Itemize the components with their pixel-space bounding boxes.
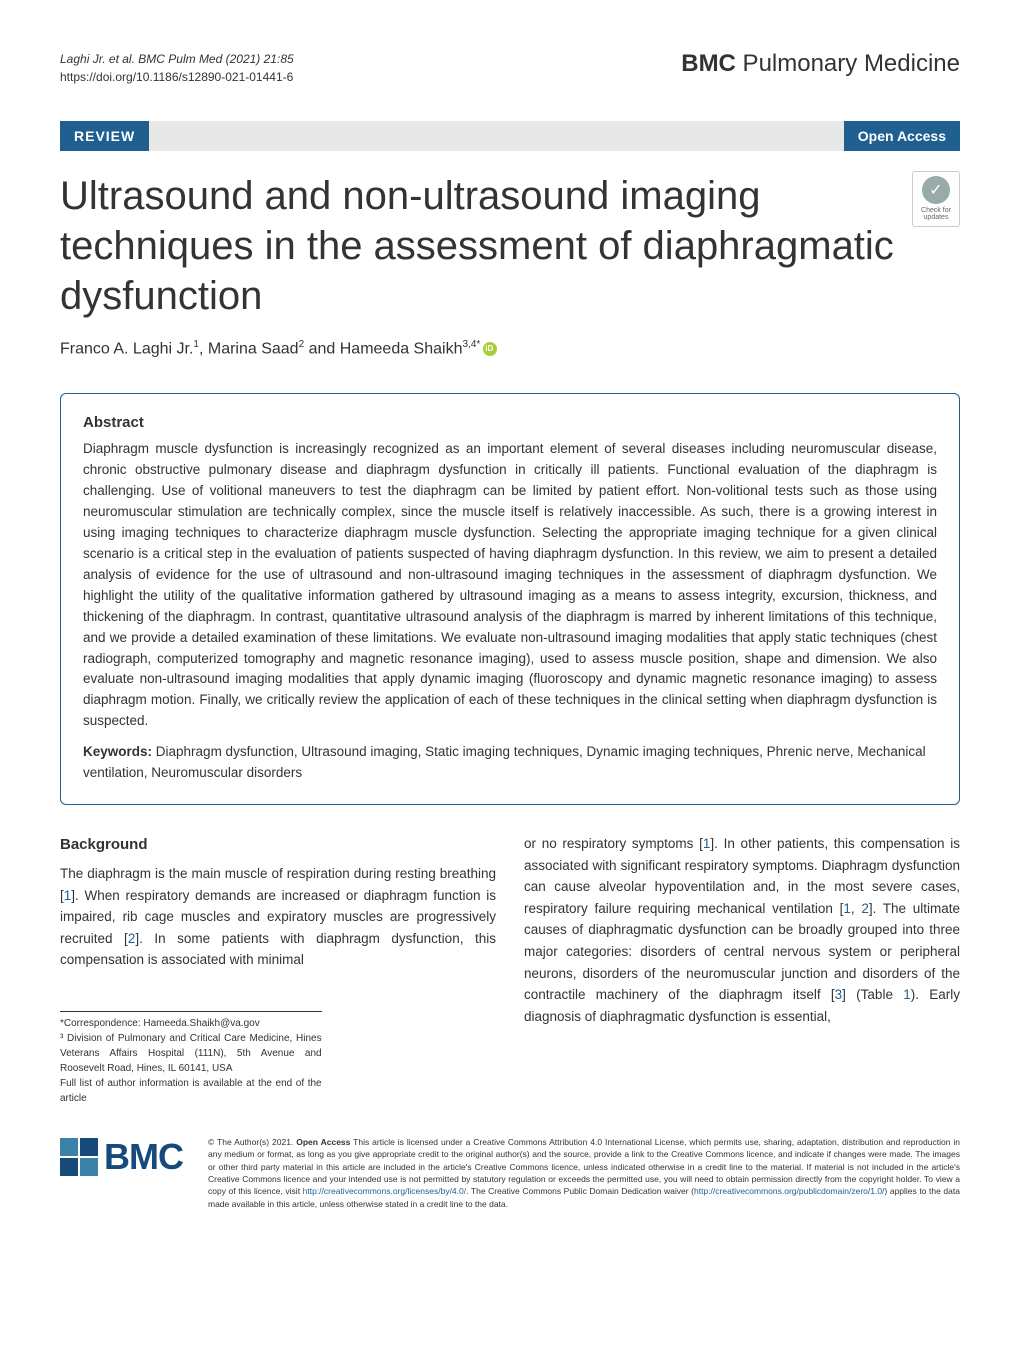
orcid-icon[interactable] [483, 342, 497, 356]
ref-link[interactable]: 1 [843, 901, 851, 916]
table-ref-link[interactable]: 1 [903, 987, 911, 1002]
correspondence-section: *Correspondence: Hameeda.Shaikh@va.gov ³… [60, 1011, 322, 1106]
journal-logo: BMC Pulmonary Medicine [681, 50, 960, 78]
check-updates-icon: ✓ [922, 176, 950, 204]
license-link[interactable]: http://creativecommons.org/licenses/by/4… [303, 1186, 466, 1196]
background-heading: Background [60, 833, 496, 857]
correspondence-label: *Correspondence: [60, 1018, 143, 1029]
footer-section: BMC © The Author(s) 2021. Open Access Th… [60, 1136, 960, 1210]
correspondence-full-list: Full list of author information is avail… [60, 1078, 322, 1104]
banner-spacer [149, 121, 844, 151]
body-paragraph-right: or no respiratory symptoms [1]. In other… [524, 833, 960, 1027]
header-citation: Laghi Jr. et al. BMC Pulm Med (2021) 21:… [60, 50, 294, 86]
author-3: Hameeda Shaikh [340, 340, 463, 357]
citation-line: Laghi Jr. et al. BMC Pulm Med (2021) 21:… [60, 52, 294, 66]
bmc-footer-logo: BMC [60, 1136, 183, 1178]
check-updates-badge[interactable]: ✓ Check forupdates [912, 171, 960, 227]
open-access-badge: Open Access [844, 121, 960, 151]
abstract-box: Abstract Diaphragm muscle dysfunction is… [60, 393, 960, 805]
keywords-text: Diaphragm dysfunction, Ultrasound imagin… [83, 744, 926, 780]
keywords-label: Keywords: [83, 744, 156, 759]
body-paragraph-left: The diaphragm is the main muscle of resp… [60, 863, 496, 971]
author-1: Franco A. Laghi Jr. [60, 340, 193, 357]
correspondence-email: Hameeda.Shaikh@va.gov [143, 1018, 259, 1029]
license-link[interactable]: http://creativecommons.org/publicdomain/… [694, 1186, 884, 1196]
doi-line: https://doi.org/10.1186/s12890-021-01441… [60, 70, 293, 84]
bmc-logo-text: BMC [104, 1136, 183, 1178]
check-updates-text: Check forupdates [921, 207, 951, 222]
header-top: Laghi Jr. et al. BMC Pulm Med (2021) 21:… [60, 50, 960, 86]
banner-row: REVIEW Open Access [60, 121, 960, 151]
article-title: Ultrasound and non-ultrasound imaging te… [60, 171, 897, 321]
column-left: Background The diaphragm is the main mus… [60, 833, 496, 1106]
correspondence-affiliation: ³ Division of Pulmonary and Critical Car… [60, 1033, 322, 1074]
author-2: Marina Saad [208, 340, 299, 357]
column-right: or no respiratory symptoms [1]. In other… [524, 833, 960, 1106]
body-columns: Background The diaphragm is the main mus… [60, 833, 960, 1106]
ref-link[interactable]: 2 [861, 901, 869, 916]
abstract-text: Diaphragm muscle dysfunction is increasi… [83, 439, 937, 732]
keywords-line: Keywords: Diaphragm dysfunction, Ultraso… [83, 742, 937, 784]
bmc-logo-squares-icon [60, 1138, 98, 1176]
abstract-heading: Abstract [83, 414, 937, 431]
license-text: © The Author(s) 2021. Open Access This a… [208, 1136, 960, 1210]
authors-line: Franco A. Laghi Jr.1, Marina Saad2 and H… [60, 339, 960, 358]
review-badge: REVIEW [60, 121, 149, 151]
